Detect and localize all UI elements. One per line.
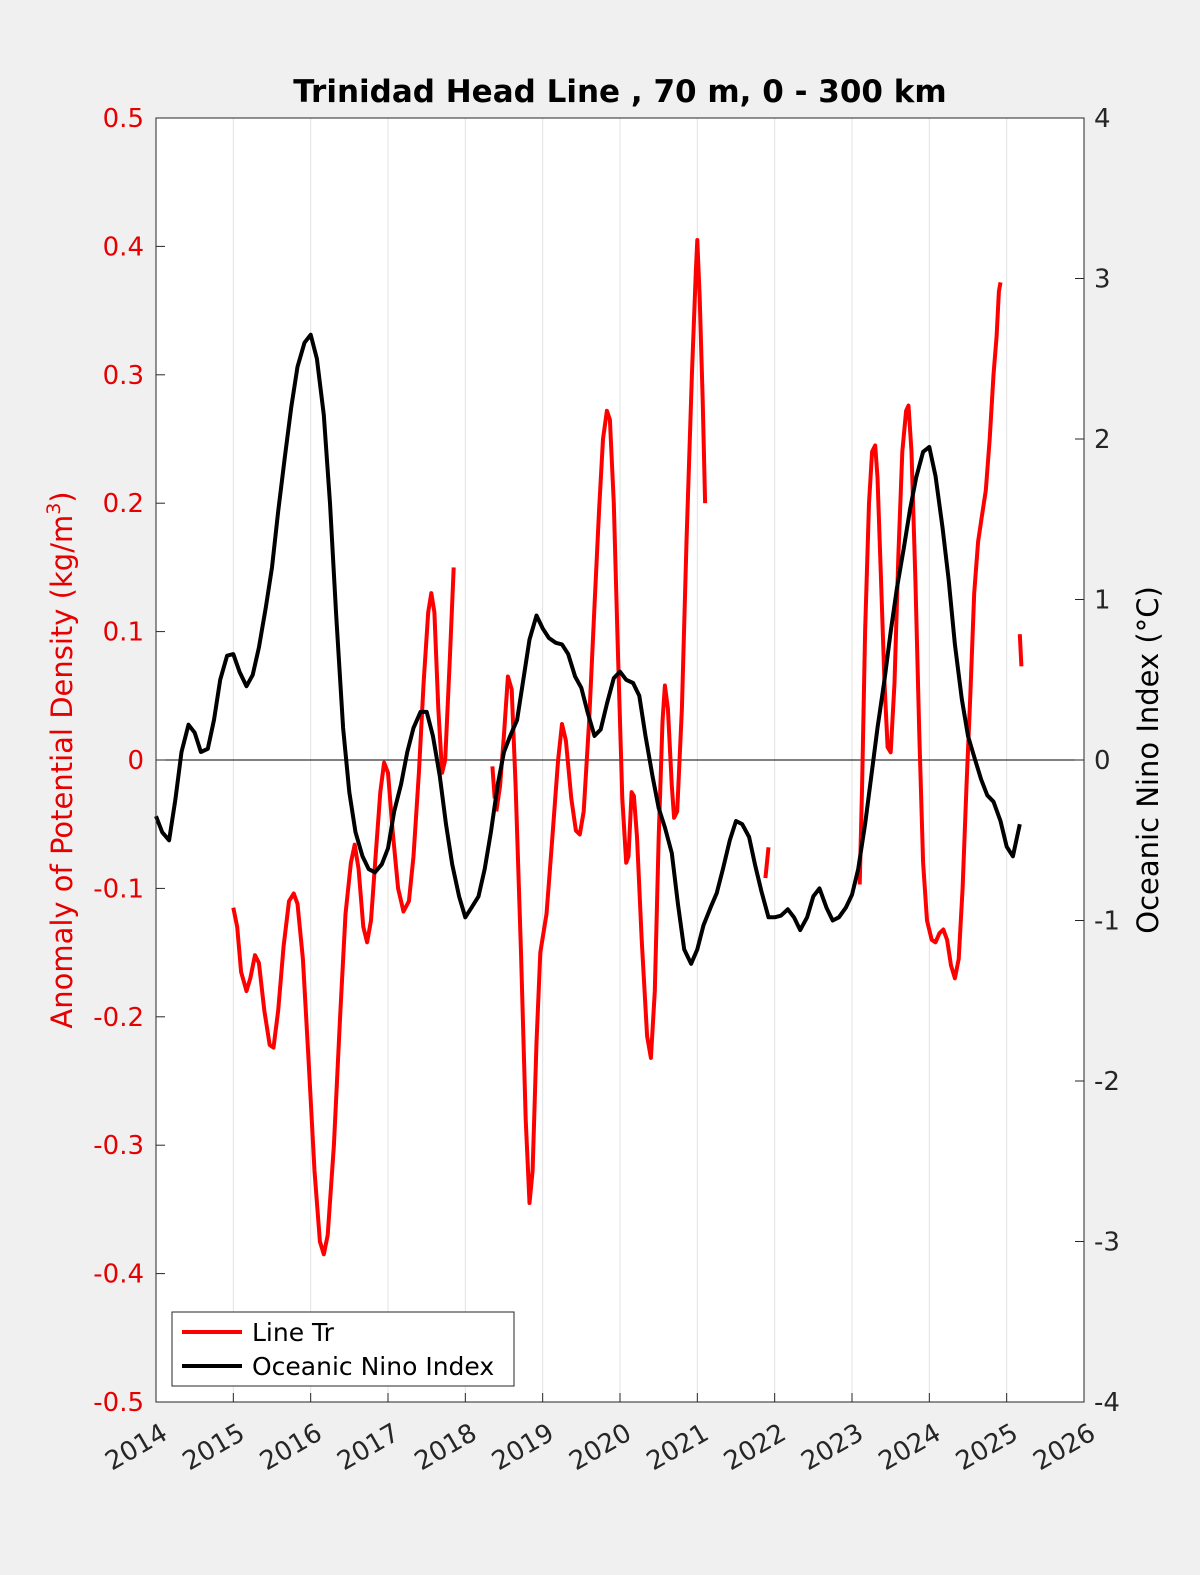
x-tick-label: 2018 xyxy=(410,1418,482,1477)
x-tick-label: 2020 xyxy=(564,1418,636,1477)
y-right-tick-label: 0 xyxy=(1094,746,1111,776)
y-left-label-prefix: Anomaly of Potential Density (kg/m xyxy=(45,515,79,1029)
density-line-segment xyxy=(1017,634,1024,667)
legend: Line Tr Oceanic Nino Index xyxy=(171,1311,515,1387)
density-line-segment xyxy=(494,238,708,1205)
y-left-tick-label: -0.3 xyxy=(93,1131,144,1161)
x-tick-label: 2023 xyxy=(796,1418,868,1477)
y-left-axis: -0.5 -0.4 -0.3 -0.2 -0.1 0 0.1 0.2 0.3 0.4 0.5 xyxy=(93,104,165,1418)
y-left-tick-label: 0.5 xyxy=(103,104,144,134)
x-tick-label: 2024 xyxy=(874,1418,946,1477)
x-tick-label: 2022 xyxy=(719,1418,791,1477)
y-left-tick-label: -0.2 xyxy=(93,1003,144,1033)
y-left-tick-label: 0 xyxy=(127,746,144,776)
y-right-axis-label: Oceanic Nino Index (°C) xyxy=(1131,586,1165,934)
y-right-tick-label: -3 xyxy=(1094,1228,1120,1258)
density-line-segment xyxy=(763,847,771,879)
x-tick-label: 2021 xyxy=(642,1418,714,1477)
legend-label-density: Line Tr xyxy=(252,1318,335,1347)
series-density xyxy=(231,238,1024,1257)
oni-line-segment xyxy=(154,332,1022,966)
density-line-segment xyxy=(490,766,497,799)
y-right-tick-label: 3 xyxy=(1094,265,1111,295)
x-axis: 2014 2015 2016 2017 2018 2019 2020 2021 2022 2023… xyxy=(100,1393,1101,1477)
x-tick-label: 2016 xyxy=(255,1418,327,1477)
x-tick-label: 2026 xyxy=(1028,1418,1100,1477)
y-right-tick-label: 4 xyxy=(1094,104,1111,134)
y-right-tick-label: 2 xyxy=(1094,425,1111,455)
y-left-tick-label: 0.2 xyxy=(103,489,144,519)
y-left-tick-label: -0.1 xyxy=(93,874,144,904)
density-line-segment xyxy=(857,282,1003,981)
y-left-tick-label: -0.5 xyxy=(93,1388,144,1418)
x-tick-label: 2019 xyxy=(487,1418,559,1477)
y-left-axis-label: Anomaly of Potential Density (kg/m3) xyxy=(43,491,79,1028)
x-tick-label: 2017 xyxy=(332,1418,404,1477)
y-right-tick-label: 1 xyxy=(1094,586,1111,616)
x-tick-label: 2015 xyxy=(178,1418,250,1477)
density-line-segment xyxy=(231,567,456,1257)
y-left-label-sup: 3 xyxy=(43,503,65,515)
y-left-tick-label: -0.4 xyxy=(93,1260,144,1290)
y-left-label-suffix: ) xyxy=(45,491,79,502)
y-right-tick-label: -2 xyxy=(1094,1067,1120,1097)
legend-label-oni: Oceanic Nino Index xyxy=(252,1352,494,1381)
x-tick-label: 2025 xyxy=(951,1418,1023,1477)
legend-box xyxy=(171,1311,515,1387)
y-left-tick-label: 0.4 xyxy=(103,232,144,262)
y-left-tick-label: 0.3 xyxy=(103,361,144,391)
y-left-tick-label: 0.1 xyxy=(103,618,144,648)
chart-title: Trinidad Head Line , 70 m, 0 - 300 km xyxy=(293,74,946,110)
y-right-tick-label: -1 xyxy=(1094,907,1120,937)
y-right-tick-label: -4 xyxy=(1094,1388,1120,1418)
x-tick-label: 2014 xyxy=(100,1418,172,1477)
series-oni xyxy=(154,332,1022,966)
series-layer xyxy=(154,238,1024,1257)
y-right-axis: -4 -3 -2 -1 0 1 2 3 4 xyxy=(1075,104,1120,1418)
